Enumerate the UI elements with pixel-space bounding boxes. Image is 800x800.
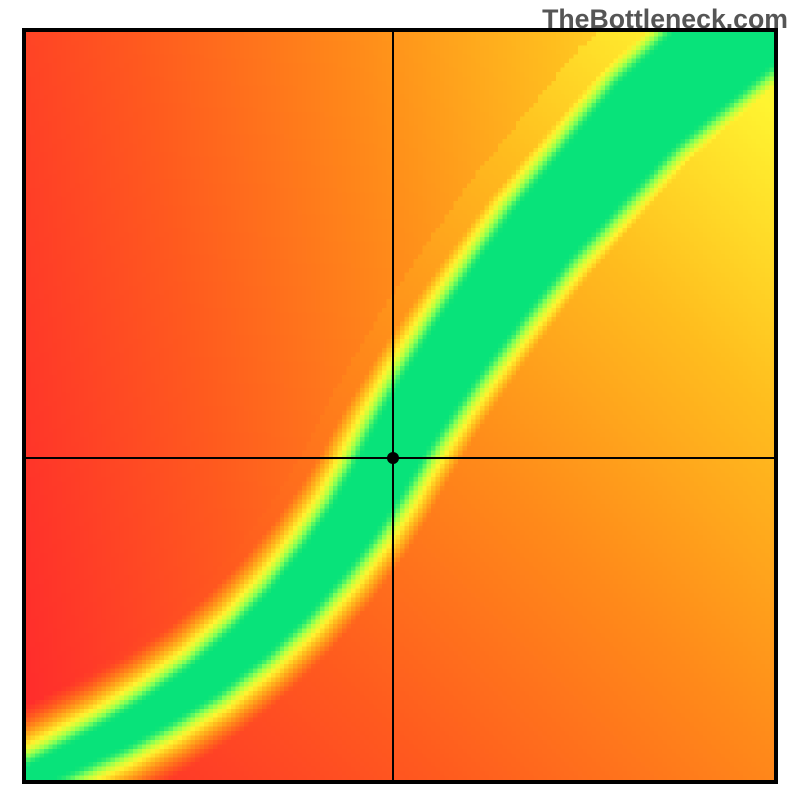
crosshair-vertical — [392, 32, 394, 780]
crosshair-horizontal — [26, 457, 774, 459]
plot-area — [26, 32, 774, 780]
heatmap-canvas — [26, 32, 774, 780]
crosshair-dot — [387, 452, 399, 464]
chart-container: TheBottleneck.com — [0, 0, 800, 800]
